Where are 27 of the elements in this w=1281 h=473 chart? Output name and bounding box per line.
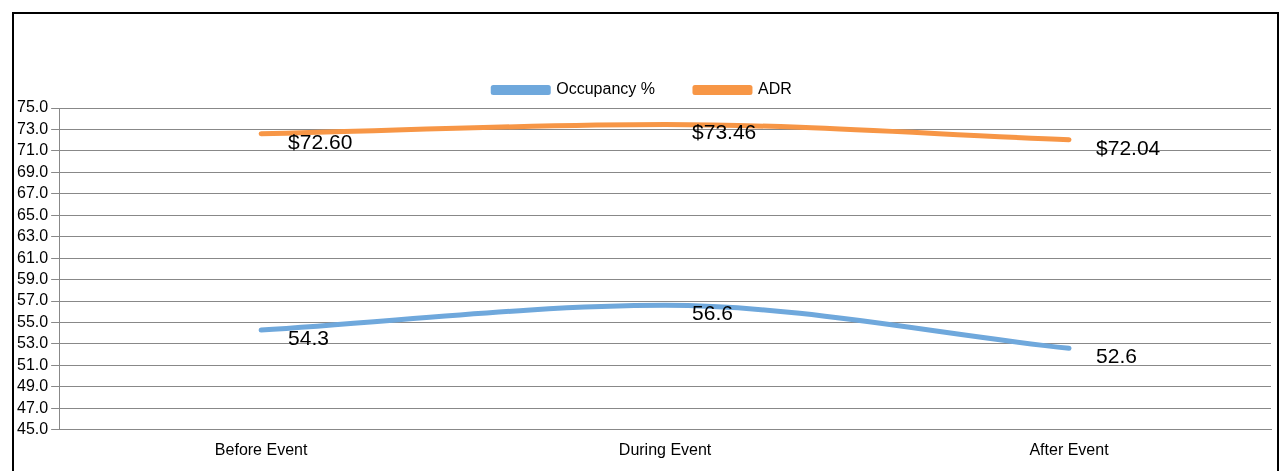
data-label: $72.04: [1096, 135, 1161, 159]
data-label: 52.6: [1096, 344, 1137, 368]
y-tick-label: 71.0: [17, 141, 49, 159]
y-tick-label: 65.0: [17, 205, 49, 223]
y-tick-label: 57.0: [17, 291, 49, 309]
legend-label: Occupancy %: [556, 80, 655, 98]
x-tick-label: After Event: [1029, 440, 1110, 458]
y-tick-label: 45.0: [17, 420, 49, 438]
y-tick-label: 55.0: [17, 312, 49, 330]
x-tick-label: During Event: [618, 440, 712, 458]
legend-label: ADR: [757, 80, 792, 98]
data-label: 54.3: [288, 325, 329, 349]
y-tick-label: 75.0: [17, 98, 49, 116]
y-tick-label: 53.0: [17, 334, 49, 352]
y-tick-label: 51.0: [17, 355, 49, 373]
y-tick-label: 67.0: [17, 184, 49, 202]
data-label: 56.6: [692, 301, 733, 325]
y-tick-label: 47.0: [17, 398, 49, 416]
y-tick-label: 69.0: [17, 162, 49, 180]
y-tick-label: 63.0: [17, 227, 49, 245]
y-tick-label: 59.0: [17, 270, 49, 288]
y-tick-label: 61.0: [17, 248, 49, 266]
data-label: $72.60: [288, 129, 353, 153]
y-tick-label: 73.0: [17, 119, 49, 137]
data-label: $73.46: [692, 120, 757, 144]
y-tick-label: 49.0: [17, 377, 49, 395]
x-tick-label: Before Event: [214, 440, 308, 458]
